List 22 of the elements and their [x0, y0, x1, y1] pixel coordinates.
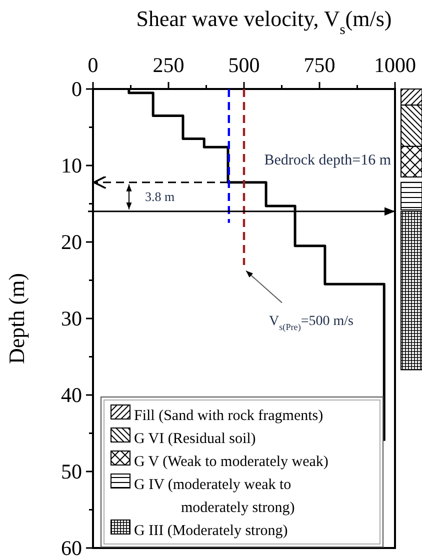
ref-line-label: Bedrock depth=16 m [264, 152, 392, 168]
x-axis-title: Shear wave velocity, V$_{s}$(m/s) [136, 6, 392, 38]
annotation: G VI (Residual soil) [134, 431, 256, 447]
x-tick-label: 500 [228, 53, 260, 77]
y-tick-label: 0 [72, 77, 82, 101]
annotation: G V (Weak to moderately weak) [134, 454, 328, 470]
x-tick-label: 1000 [374, 53, 416, 77]
y-tick-label: 60 [61, 536, 82, 558]
annotation: 3.8 m [145, 188, 175, 204]
annotation: V$_{s(Pre)}$=500 m/s [269, 314, 354, 332]
y-tick-label: 30 [61, 306, 82, 330]
y-axis-title: Depth (m) [4, 272, 29, 364]
annotation: G III (Moderately strong) [134, 523, 288, 539]
y-tick-label: 40 [61, 383, 82, 407]
x-tick-label: 0 [88, 53, 98, 77]
y-tick-label: 50 [61, 460, 82, 484]
annotation: Fill (Sand with rock fragments) [134, 408, 324, 424]
x-tick-label: 250 [152, 53, 184, 77]
y-tick-label: 10 [61, 154, 82, 178]
annotation: G IV (moderately weak to moderately strong) [134, 477, 295, 516]
y-tick-label: 20 [61, 230, 82, 254]
x-tick-label: 750 [304, 53, 336, 77]
